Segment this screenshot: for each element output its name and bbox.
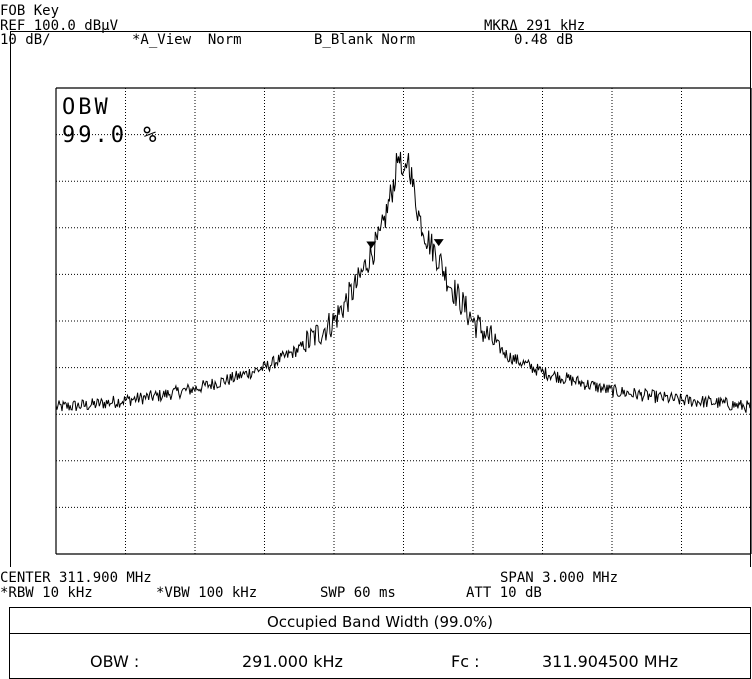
scale-div: 10 dB/ <box>0 32 51 48</box>
center-frequency: CENTER 311.900 MHz <box>0 570 152 586</box>
plot-grid <box>55 87 752 555</box>
obw-overlay-value: 99.0 % <box>62 123 160 148</box>
marker-readout: MKRΔ 291 kHz <box>484 18 586 34</box>
result-panel-title: Occupied Band Width (99.0%) <box>267 613 493 631</box>
trace-a-status: *A_View Norm <box>132 32 242 48</box>
vbw-setting: *VBW 100 kHz <box>156 585 258 601</box>
fc-label: Fc : <box>451 652 480 671</box>
marker-delta-level: 0.48 dB <box>514 32 574 48</box>
trace-b-status: B_Blank Norm <box>314 32 416 48</box>
obw-marker-2 <box>433 239 444 247</box>
app-title: FOB Key <box>0 3 60 19</box>
fc-value: 311.904500 MHz <box>542 652 679 671</box>
obw-markers <box>366 239 444 249</box>
ref-level: REF 100.0 dBμV <box>0 18 119 34</box>
result-panel: Occupied Band Width (99.0%) OBW : 291.00… <box>9 607 751 679</box>
obw-overlay-label: OBW <box>62 95 111 120</box>
spectrum-trace <box>55 151 752 413</box>
obw-label: OBW : <box>90 652 140 671</box>
sweep-time: SWP 60 ms <box>320 585 396 601</box>
obw-value: 291.000 kHz <box>242 652 343 671</box>
attenuation: ATT 10 dB <box>466 585 542 601</box>
span-setting: SPAN 3.000 MHz <box>500 570 619 586</box>
rbw-setting: *RBW 10 kHz <box>0 585 93 601</box>
obw-marker-1 <box>366 241 377 249</box>
result-panel-divider <box>10 633 750 634</box>
